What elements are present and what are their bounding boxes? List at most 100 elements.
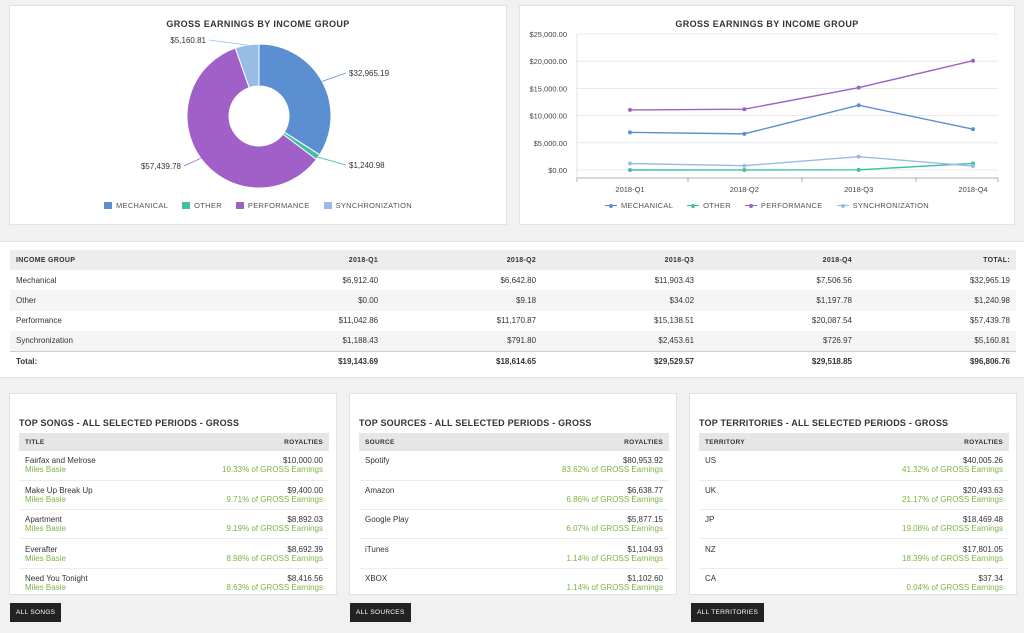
list-item-name-cell: Google Play bbox=[359, 509, 462, 540]
pie-chart-card: GROSS EARNINGS BY INCOME GROUP $32,965.1… bbox=[9, 5, 507, 225]
list-item-amount: $8,692.39 bbox=[287, 544, 323, 554]
list-item-amount: $18,469.48 bbox=[962, 515, 1003, 525]
list-item[interactable]: XBOX $1,102.60 1.14% of GROSS Earnings bbox=[359, 568, 669, 597]
list-item-amount: $1,104.93 bbox=[627, 544, 663, 554]
list-item[interactable]: UK $20,493.63 21.17% of GROSS Earnings bbox=[699, 480, 1009, 511]
list-item-artist bbox=[705, 495, 791, 504]
legend-label: MECHANICAL bbox=[115, 201, 169, 210]
list-item[interactable]: Amazon $6,638.77 6.86% of GROSS Earnings bbox=[359, 480, 669, 511]
list-item-name: US bbox=[705, 456, 717, 466]
line-point-other[interactable] bbox=[856, 167, 861, 172]
list-item[interactable]: Apartment Miles Basie $8,892.03 9.19% of GR… bbox=[19, 509, 329, 540]
list-item[interactable]: Need You Tonight Miles Basie $8,416.56 8.63… bbox=[19, 568, 329, 597]
list-item-name: Spotify bbox=[365, 456, 390, 466]
list-item-royalty-cell: $1,104.93 1.14% of GROSS Earnings bbox=[461, 538, 669, 569]
all-songs-button[interactable]: ALL SONGS bbox=[10, 603, 62, 622]
list-item-artist: Miles Basie bbox=[25, 494, 66, 504]
line-point-mechanical[interactable] bbox=[971, 127, 975, 132]
table-cell: $1,240.98 bbox=[857, 290, 1016, 311]
top-sources-table: SOURCE ROYALTIES Spotify $80,953.92 83.62% … bbox=[359, 433, 669, 597]
pie-slice-synchronization[interactable] bbox=[234, 43, 260, 89]
x-tick-label: 2018-Q3 bbox=[844, 185, 873, 194]
line-series-other[interactable] bbox=[629, 162, 974, 171]
line-legend-item-synchronization[interactable]: SYNCHRONIZATION bbox=[836, 201, 929, 210]
pie-leader-line bbox=[208, 39, 248, 46]
legend-item-performance[interactable]: PERFORMANCE bbox=[235, 201, 310, 210]
list-item-royalty-cell: $8,892.03 9.19% of GROSS Earnings bbox=[150, 509, 329, 540]
table-cell: $0.00 bbox=[226, 290, 385, 311]
list-item[interactable]: Everafter Miles Basie $8,692.39 8.98% of GR… bbox=[19, 538, 329, 569]
line-legend-item-mechanical[interactable]: MECHANICAL bbox=[604, 201, 673, 210]
list-item[interactable]: Make Up Break Up Miles Basie $9,400.00 9.71… bbox=[19, 480, 329, 511]
list-item-name: Need You Tonight bbox=[25, 574, 88, 584]
list-item-amount: $80,953.92 bbox=[622, 456, 663, 466]
legend-item-mechanical[interactable]: MECHANICAL bbox=[103, 201, 169, 210]
table-total-row: Total: $19,143.69 $18,614.65 $29,529.57 $29,… bbox=[10, 350, 1016, 372]
pie-slice-label: $32,965.19 bbox=[349, 69, 390, 78]
x-tick-label: 2018-Q1 bbox=[615, 185, 644, 194]
line-series-performance[interactable] bbox=[629, 60, 974, 111]
table-cell: $1,197.78 bbox=[700, 290, 858, 311]
list-item-amount: $9,400.00 bbox=[287, 485, 323, 495]
line-series-mechanical[interactable] bbox=[629, 104, 974, 135]
list-item-name-cell: iTunes bbox=[359, 538, 462, 569]
list-item[interactable]: Fairfax and Melrose Miles Basie $10,000.00… bbox=[19, 451, 329, 481]
line-point-synchronization[interactable] bbox=[628, 161, 632, 166]
table-column-header: INCOME GROUP bbox=[10, 250, 227, 270]
line-point-performance[interactable] bbox=[628, 107, 632, 112]
list-item-name-cell: Spotify bbox=[359, 451, 462, 481]
list-item[interactable]: JP $18,469.48 19.08% of GROSS Earnings bbox=[699, 509, 1009, 540]
line-legend-item-other[interactable]: OTHER bbox=[687, 201, 731, 210]
pie-slice-mechanical[interactable] bbox=[258, 43, 332, 156]
legend-label: PERFORMANCE bbox=[760, 201, 823, 210]
list-item-name: UK bbox=[705, 485, 717, 495]
list-item-name: iTunes bbox=[365, 544, 389, 554]
legend-item-other[interactable]: OTHER bbox=[182, 201, 222, 210]
line-point-performance[interactable] bbox=[971, 58, 975, 63]
list-item-name: Everafter bbox=[25, 544, 58, 554]
list-item[interactable]: US $40,005.26 41.32% of GROSS Earnings bbox=[699, 451, 1009, 481]
table-column-header: 2018-Q1 bbox=[226, 250, 385, 270]
line-point-performance[interactable] bbox=[742, 107, 747, 112]
list-item-royalty-cell: $20,493.63 21.17% of GROSS Earnings bbox=[796, 480, 1009, 511]
pie-slice-label: $5,160.81 bbox=[170, 36, 206, 45]
line-point-mechanical[interactable] bbox=[856, 103, 861, 108]
table-total-cell: $29,518.85 bbox=[700, 350, 858, 372]
line-point-synchronization[interactable] bbox=[856, 154, 861, 159]
list-item-artist: Miles Basie bbox=[25, 465, 66, 475]
list-item[interactable]: iTunes $1,104.93 1.14% of GROSS Earnings bbox=[359, 538, 669, 569]
legend-line-marker bbox=[687, 202, 700, 209]
list-item-royalty-cell: $17,801.05 18.39% of GROSS Earnings bbox=[796, 538, 1009, 569]
list-column-header: ROYALTIES bbox=[461, 433, 669, 451]
line-series-synchronization[interactable] bbox=[629, 155, 974, 167]
line-point-other[interactable] bbox=[742, 167, 747, 172]
list-item-artist bbox=[365, 495, 455, 504]
legend-line-marker bbox=[836, 202, 849, 209]
top-sources-card: TOP SOURCES - ALL SELECTED PERIODS - GRO… bbox=[349, 393, 677, 595]
line-point-mechanical[interactable] bbox=[742, 131, 747, 136]
list-item-royalty-cell: $37.34 0.04% of GROSS Earnings bbox=[797, 568, 1009, 597]
list-item-name-cell: Everafter Miles Basie bbox=[19, 538, 151, 569]
line-point-other[interactable] bbox=[628, 168, 632, 172]
list-item-name-cell: US bbox=[699, 451, 797, 481]
line-point-performance[interactable] bbox=[856, 85, 861, 90]
list-item[interactable]: Spotify $80,953.92 83.62% of GROSS Earnin… bbox=[359, 451, 669, 481]
legend-label: SYNCHRONIZATION bbox=[335, 201, 413, 210]
list-item-name-cell: Make Up Break Up Miles Basie bbox=[19, 480, 151, 511]
list-item[interactable]: NZ $17,801.05 18.39% of GROSS Earnings bbox=[699, 538, 1009, 569]
all-territories-button[interactable]: ALL TERRITORIES bbox=[691, 603, 765, 622]
y-tick-label: $5,000.00 bbox=[534, 139, 567, 148]
list-item[interactable]: CA $37.34 0.04% of GROSS Earnings bbox=[699, 568, 1009, 597]
line-point-mechanical[interactable] bbox=[628, 130, 632, 135]
all-sources-button[interactable]: ALL SOURCES bbox=[350, 603, 411, 622]
pie-slice-performance[interactable] bbox=[186, 47, 318, 189]
line-point-synchronization[interactable] bbox=[742, 163, 747, 168]
line-legend-item-performance[interactable]: PERFORMANCE bbox=[744, 201, 823, 210]
list-item[interactable]: Google Play $5,877.15 6.07% of GROSS Earn… bbox=[359, 509, 669, 540]
legend-item-synchronization[interactable]: SYNCHRONIZATION bbox=[323, 201, 413, 210]
table-column-header: 2018-Q3 bbox=[542, 250, 701, 270]
list-item-percent: 1.14% of GROSS Earnings bbox=[566, 553, 664, 563]
list-item-amount: $10,000.00 bbox=[282, 456, 323, 466]
list-item-royalty-cell: $8,416.56 8.63% of GROSS Earnings bbox=[150, 568, 329, 597]
line-point-synchronization[interactable] bbox=[971, 164, 975, 169]
